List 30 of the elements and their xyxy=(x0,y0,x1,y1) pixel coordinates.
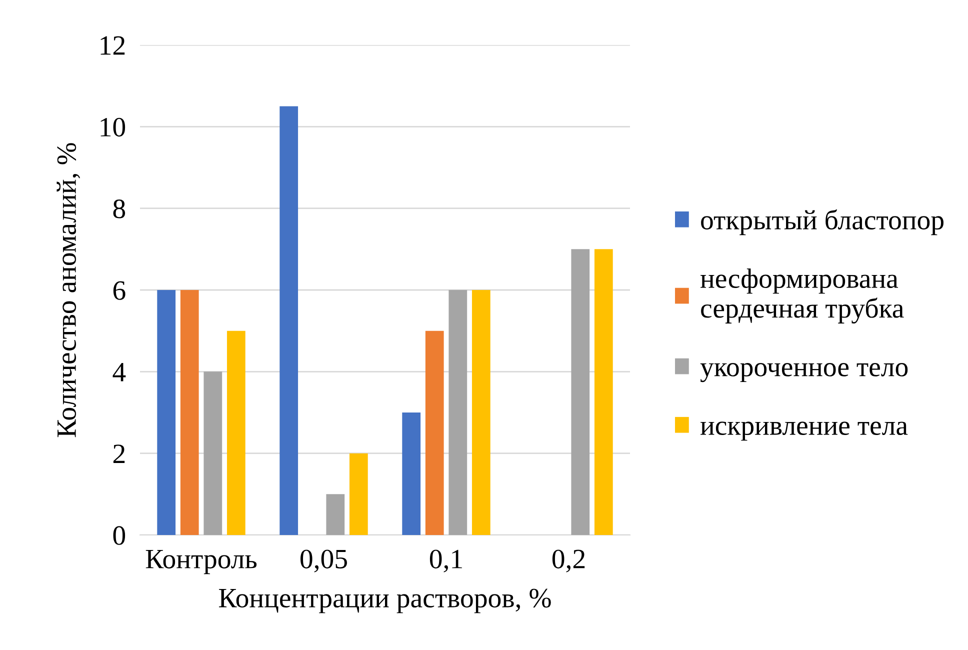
bar xyxy=(571,249,590,535)
y-tick-label: 10 xyxy=(100,118,126,137)
x-tick-label: 0,2 xyxy=(552,550,585,572)
bar xyxy=(326,494,345,535)
y-tick-label: 12 xyxy=(100,36,125,55)
x-axis-title: Концентрации растворов, % xyxy=(218,588,551,614)
y-tick-label: 2 xyxy=(113,444,125,463)
legend-label: открытый бластопор xyxy=(701,209,944,236)
y-tick-label: 8 xyxy=(113,200,126,218)
legend-label: укороченное тело xyxy=(700,363,908,382)
bar xyxy=(204,372,222,535)
x-tick-label: 0,1 xyxy=(430,550,462,572)
x-tick-label: 0,05 xyxy=(300,550,347,572)
y-tick-label: 6 xyxy=(113,281,126,300)
bar xyxy=(448,290,468,535)
y-axis-title: Количество аномалий, % xyxy=(56,143,80,438)
bar xyxy=(594,249,613,535)
y-tick-label: 4 xyxy=(112,363,126,382)
legend-label: несформирована сердечная трубка xyxy=(700,268,904,324)
bar xyxy=(472,290,490,535)
bar xyxy=(157,290,176,535)
y-tick-label: 0 xyxy=(113,526,126,545)
bar xyxy=(402,412,421,535)
bar xyxy=(280,106,298,535)
bar xyxy=(349,453,368,535)
bar xyxy=(425,330,444,535)
x-tick-label: Контроль xyxy=(146,550,257,574)
legend-label: искривление тела xyxy=(700,422,908,441)
bar xyxy=(180,290,199,535)
bar xyxy=(226,330,246,535)
